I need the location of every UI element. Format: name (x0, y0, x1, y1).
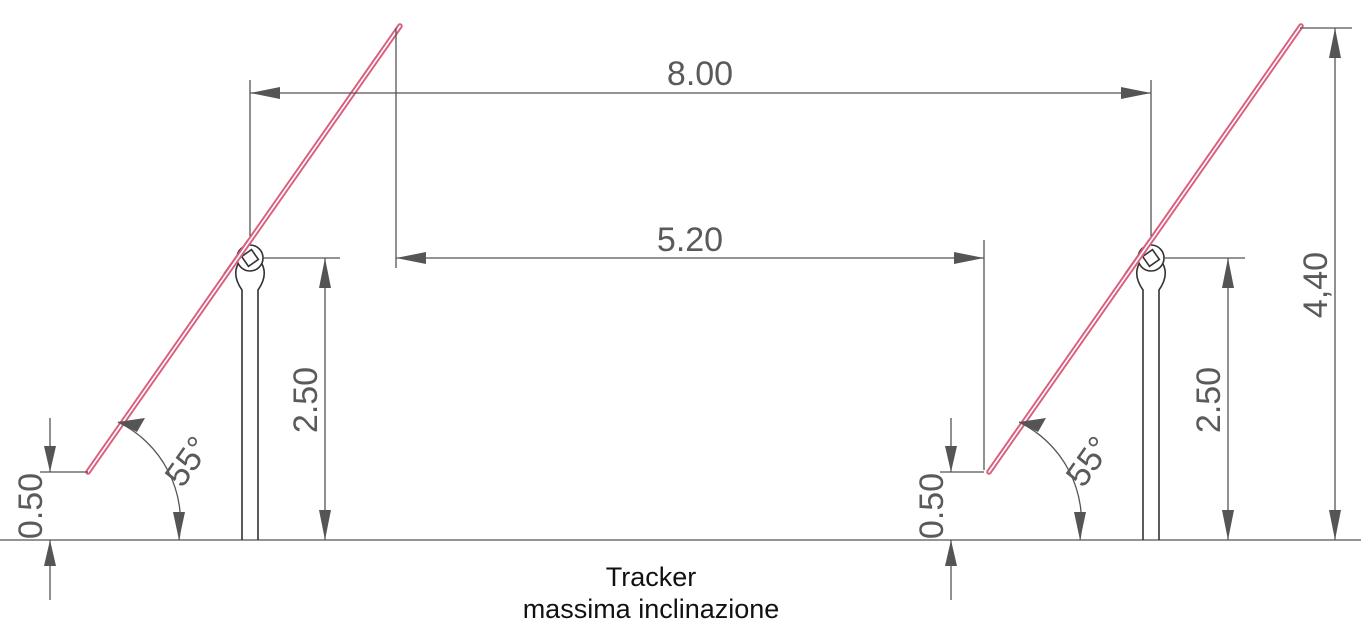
dimension-clearance-left: 0.50 (12, 418, 88, 600)
caption-subtitle: massima inclinazione (523, 594, 780, 624)
clearance-right-label: 0.50 (913, 473, 951, 539)
angle-right-label: 55° (1059, 430, 1120, 494)
dimension-free-gap: 5.20 (395, 28, 985, 470)
max-height-label: 4,40 (1297, 252, 1335, 318)
row-spacing-label: 8.00 (667, 55, 733, 93)
pivot-height-right-label: 2.50 (1190, 367, 1228, 433)
angle-left: 55° (117, 418, 219, 541)
dimension-clearance-right: 0.50 (913, 418, 984, 600)
clearance-left-label: 0.50 (12, 473, 50, 539)
free-gap-label: 5.20 (657, 221, 723, 259)
pivot-height-left-label: 2.50 (287, 367, 325, 433)
dimension-row-spacing: 8.00 (249, 55, 1152, 236)
caption-title: Tracker (606, 562, 697, 592)
tracker-right (989, 26, 1301, 540)
dimension-pivot-height-left: 2.50 (262, 257, 340, 540)
angle-left-label: 55° (158, 430, 219, 494)
dimension-pivot-height-right: 2.50 (1163, 257, 1245, 540)
tracker-left (88, 26, 400, 540)
angle-right: 55° (1018, 418, 1120, 541)
dimension-max-height: 4,40 (1297, 27, 1352, 540)
